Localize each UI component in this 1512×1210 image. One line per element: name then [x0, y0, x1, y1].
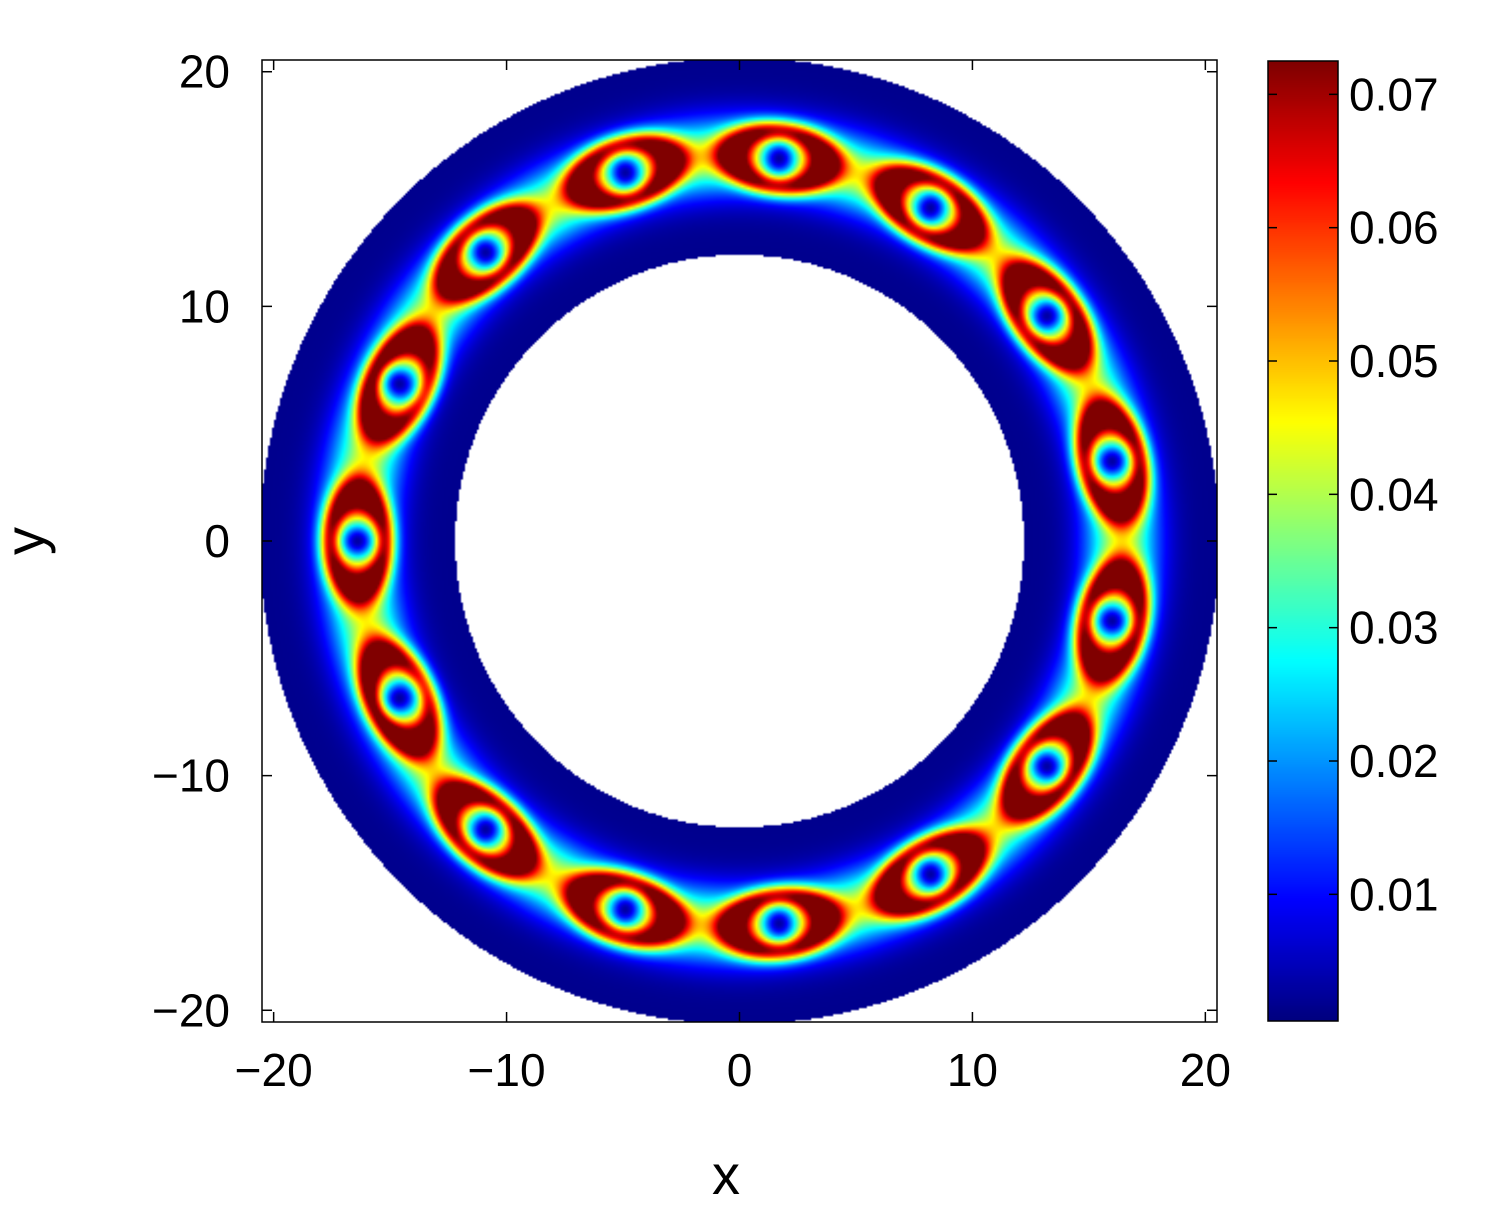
- colorbar-tick-label: 0.06: [1349, 202, 1439, 254]
- x-tick-label: −10: [468, 1044, 546, 1096]
- x-axis-ticks: −20 −10 0 10 20: [235, 60, 1231, 1096]
- colorbar-frame: [1267, 60, 1339, 1022]
- y-axis-label: y: [0, 527, 56, 555]
- colorbar-tick-label: 0.01: [1349, 868, 1439, 920]
- colorbar-tick-label: 0.03: [1349, 602, 1439, 654]
- x-axis-label: x: [712, 1143, 740, 1206]
- y-tick-label: 0: [204, 515, 230, 567]
- y-axis-ticks: 20 10 0 −10 −20: [152, 46, 1217, 1036]
- density-heatmap: [262, 60, 1217, 1022]
- colorbar-tick-label: 0.07: [1349, 68, 1439, 120]
- y-tick-label: −20: [152, 984, 230, 1036]
- colorbar-tick-label: 0.04: [1349, 468, 1439, 520]
- x-tick-label: 10: [947, 1044, 998, 1096]
- colorbar: [1268, 61, 1338, 1021]
- x-tick-label: 0: [727, 1044, 753, 1096]
- y-tick-label: 20: [179, 46, 230, 98]
- x-tick-label: 20: [1180, 1044, 1231, 1096]
- colorbar-ticks: 0.01 0.02 0.03 0.04 0.05 0.06 0.07: [1268, 68, 1439, 920]
- colorbar-tick-label: 0.02: [1349, 735, 1439, 787]
- x-tick-label: −20: [235, 1044, 313, 1096]
- colorbar-tick-label: 0.05: [1349, 335, 1439, 387]
- y-tick-label: −10: [152, 750, 230, 802]
- y-tick-label: 10: [179, 280, 230, 332]
